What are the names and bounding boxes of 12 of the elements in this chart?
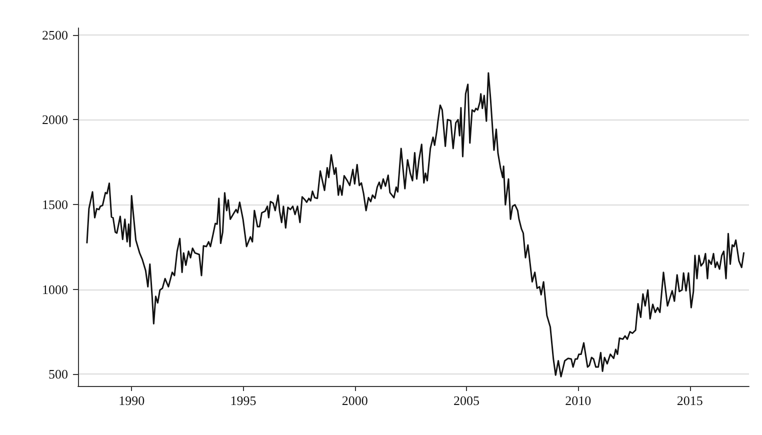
x-tick-label: 2005 — [454, 393, 480, 408]
y-tick-label: 500 — [48, 366, 68, 382]
y-tick-label: 2500 — [42, 27, 68, 42]
y-tick-label: 2000 — [42, 112, 68, 128]
x-tick-label: 1995 — [230, 393, 256, 408]
x-tick-label: 1990 — [118, 393, 145, 408]
y-tick-label: 1000 — [42, 282, 68, 297]
x-tick-label: 2000 — [342, 393, 368, 408]
line-series — [86, 72, 745, 378]
y-tick-label: 1500 — [42, 196, 68, 212]
x-tick-label: 2010 — [565, 393, 592, 408]
x-tick-label: 2015 — [676, 393, 703, 408]
